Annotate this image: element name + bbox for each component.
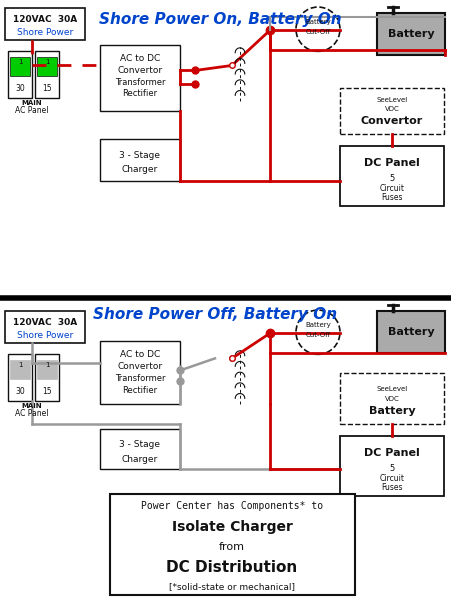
Text: MAIN: MAIN — [22, 100, 42, 106]
Text: 15: 15 — [42, 84, 52, 93]
Text: Isolate Charger: Isolate Charger — [171, 520, 292, 533]
Text: 30: 30 — [15, 387, 25, 396]
Text: Battery: Battery — [368, 406, 414, 416]
FancyBboxPatch shape — [339, 373, 443, 424]
Text: Fuses: Fuses — [380, 483, 402, 492]
Text: Battery: Battery — [387, 29, 433, 39]
Text: 5: 5 — [388, 464, 394, 473]
FancyBboxPatch shape — [100, 139, 179, 181]
Text: 3 - Stage: 3 - Stage — [119, 440, 160, 449]
Text: 120VAC  30A: 120VAC 30A — [13, 14, 77, 23]
Text: DC Distribution: DC Distribution — [166, 560, 297, 575]
Text: Power Center has Components* to: Power Center has Components* to — [141, 502, 322, 511]
Text: 1: 1 — [45, 59, 49, 65]
FancyBboxPatch shape — [35, 52, 59, 98]
Text: Battery: Battery — [304, 19, 330, 25]
FancyBboxPatch shape — [10, 58, 30, 76]
Text: Circuit: Circuit — [379, 184, 404, 193]
FancyBboxPatch shape — [5, 311, 85, 343]
Text: Charger: Charger — [122, 455, 158, 464]
Text: Shore Power: Shore Power — [17, 331, 73, 340]
Text: from: from — [219, 542, 244, 551]
Text: Rectifier: Rectifier — [122, 89, 157, 98]
Text: AC Panel: AC Panel — [15, 409, 49, 418]
Text: 1: 1 — [18, 59, 22, 65]
FancyBboxPatch shape — [8, 355, 32, 401]
Text: Cut-Off: Cut-Off — [305, 332, 330, 338]
Text: 30: 30 — [15, 84, 25, 93]
FancyBboxPatch shape — [110, 494, 354, 595]
Text: 1: 1 — [45, 362, 49, 368]
Text: VDC: VDC — [384, 106, 399, 112]
Circle shape — [295, 310, 339, 355]
FancyBboxPatch shape — [35, 355, 59, 401]
Text: [*solid-state or mechanical]: [*solid-state or mechanical] — [169, 583, 295, 592]
FancyBboxPatch shape — [100, 46, 179, 111]
Text: AC to DC: AC to DC — [120, 54, 160, 63]
Text: 15: 15 — [42, 387, 52, 396]
Text: Battery: Battery — [387, 327, 433, 337]
FancyBboxPatch shape — [339, 88, 443, 134]
FancyBboxPatch shape — [5, 8, 85, 40]
Text: MAIN: MAIN — [22, 403, 42, 409]
Text: Battery: Battery — [304, 322, 330, 328]
Text: 3 - Stage: 3 - Stage — [119, 151, 160, 160]
FancyBboxPatch shape — [100, 429, 179, 469]
Text: DC Panel: DC Panel — [364, 448, 419, 458]
FancyBboxPatch shape — [376, 13, 444, 55]
Text: Transformer: Transformer — [115, 78, 165, 87]
Text: Transformer: Transformer — [115, 374, 165, 383]
Text: Shore Power On, Battery On: Shore Power On, Battery On — [98, 12, 341, 27]
Text: Convertor: Convertor — [117, 362, 162, 371]
Text: 120VAC  30A: 120VAC 30A — [13, 317, 77, 326]
Text: AC Panel: AC Panel — [15, 106, 49, 115]
FancyBboxPatch shape — [100, 341, 179, 404]
Text: Shore Power Off, Battery On: Shore Power Off, Battery On — [93, 307, 336, 322]
Text: SeeLevel: SeeLevel — [376, 97, 407, 103]
Circle shape — [295, 7, 339, 52]
Text: Shore Power: Shore Power — [17, 28, 73, 37]
Text: Rectifier: Rectifier — [122, 386, 157, 395]
FancyBboxPatch shape — [339, 146, 443, 206]
Text: 1: 1 — [18, 362, 22, 368]
FancyBboxPatch shape — [37, 361, 57, 379]
Text: Charger: Charger — [122, 164, 158, 173]
Text: Circuit: Circuit — [379, 473, 404, 482]
Text: AC to DC: AC to DC — [120, 350, 160, 359]
FancyBboxPatch shape — [37, 58, 57, 76]
Text: Cut-Off: Cut-Off — [305, 29, 330, 35]
Text: Fuses: Fuses — [380, 193, 402, 202]
Text: 5: 5 — [388, 174, 394, 182]
Text: DC Panel: DC Panel — [364, 158, 419, 168]
FancyBboxPatch shape — [339, 436, 443, 496]
Text: Convertor: Convertor — [117, 66, 162, 75]
Text: SeeLevel: SeeLevel — [376, 386, 407, 392]
Text: VDC: VDC — [384, 395, 399, 401]
FancyBboxPatch shape — [10, 361, 30, 379]
FancyBboxPatch shape — [8, 52, 32, 98]
Text: Convertor: Convertor — [360, 116, 422, 126]
FancyBboxPatch shape — [376, 311, 444, 353]
